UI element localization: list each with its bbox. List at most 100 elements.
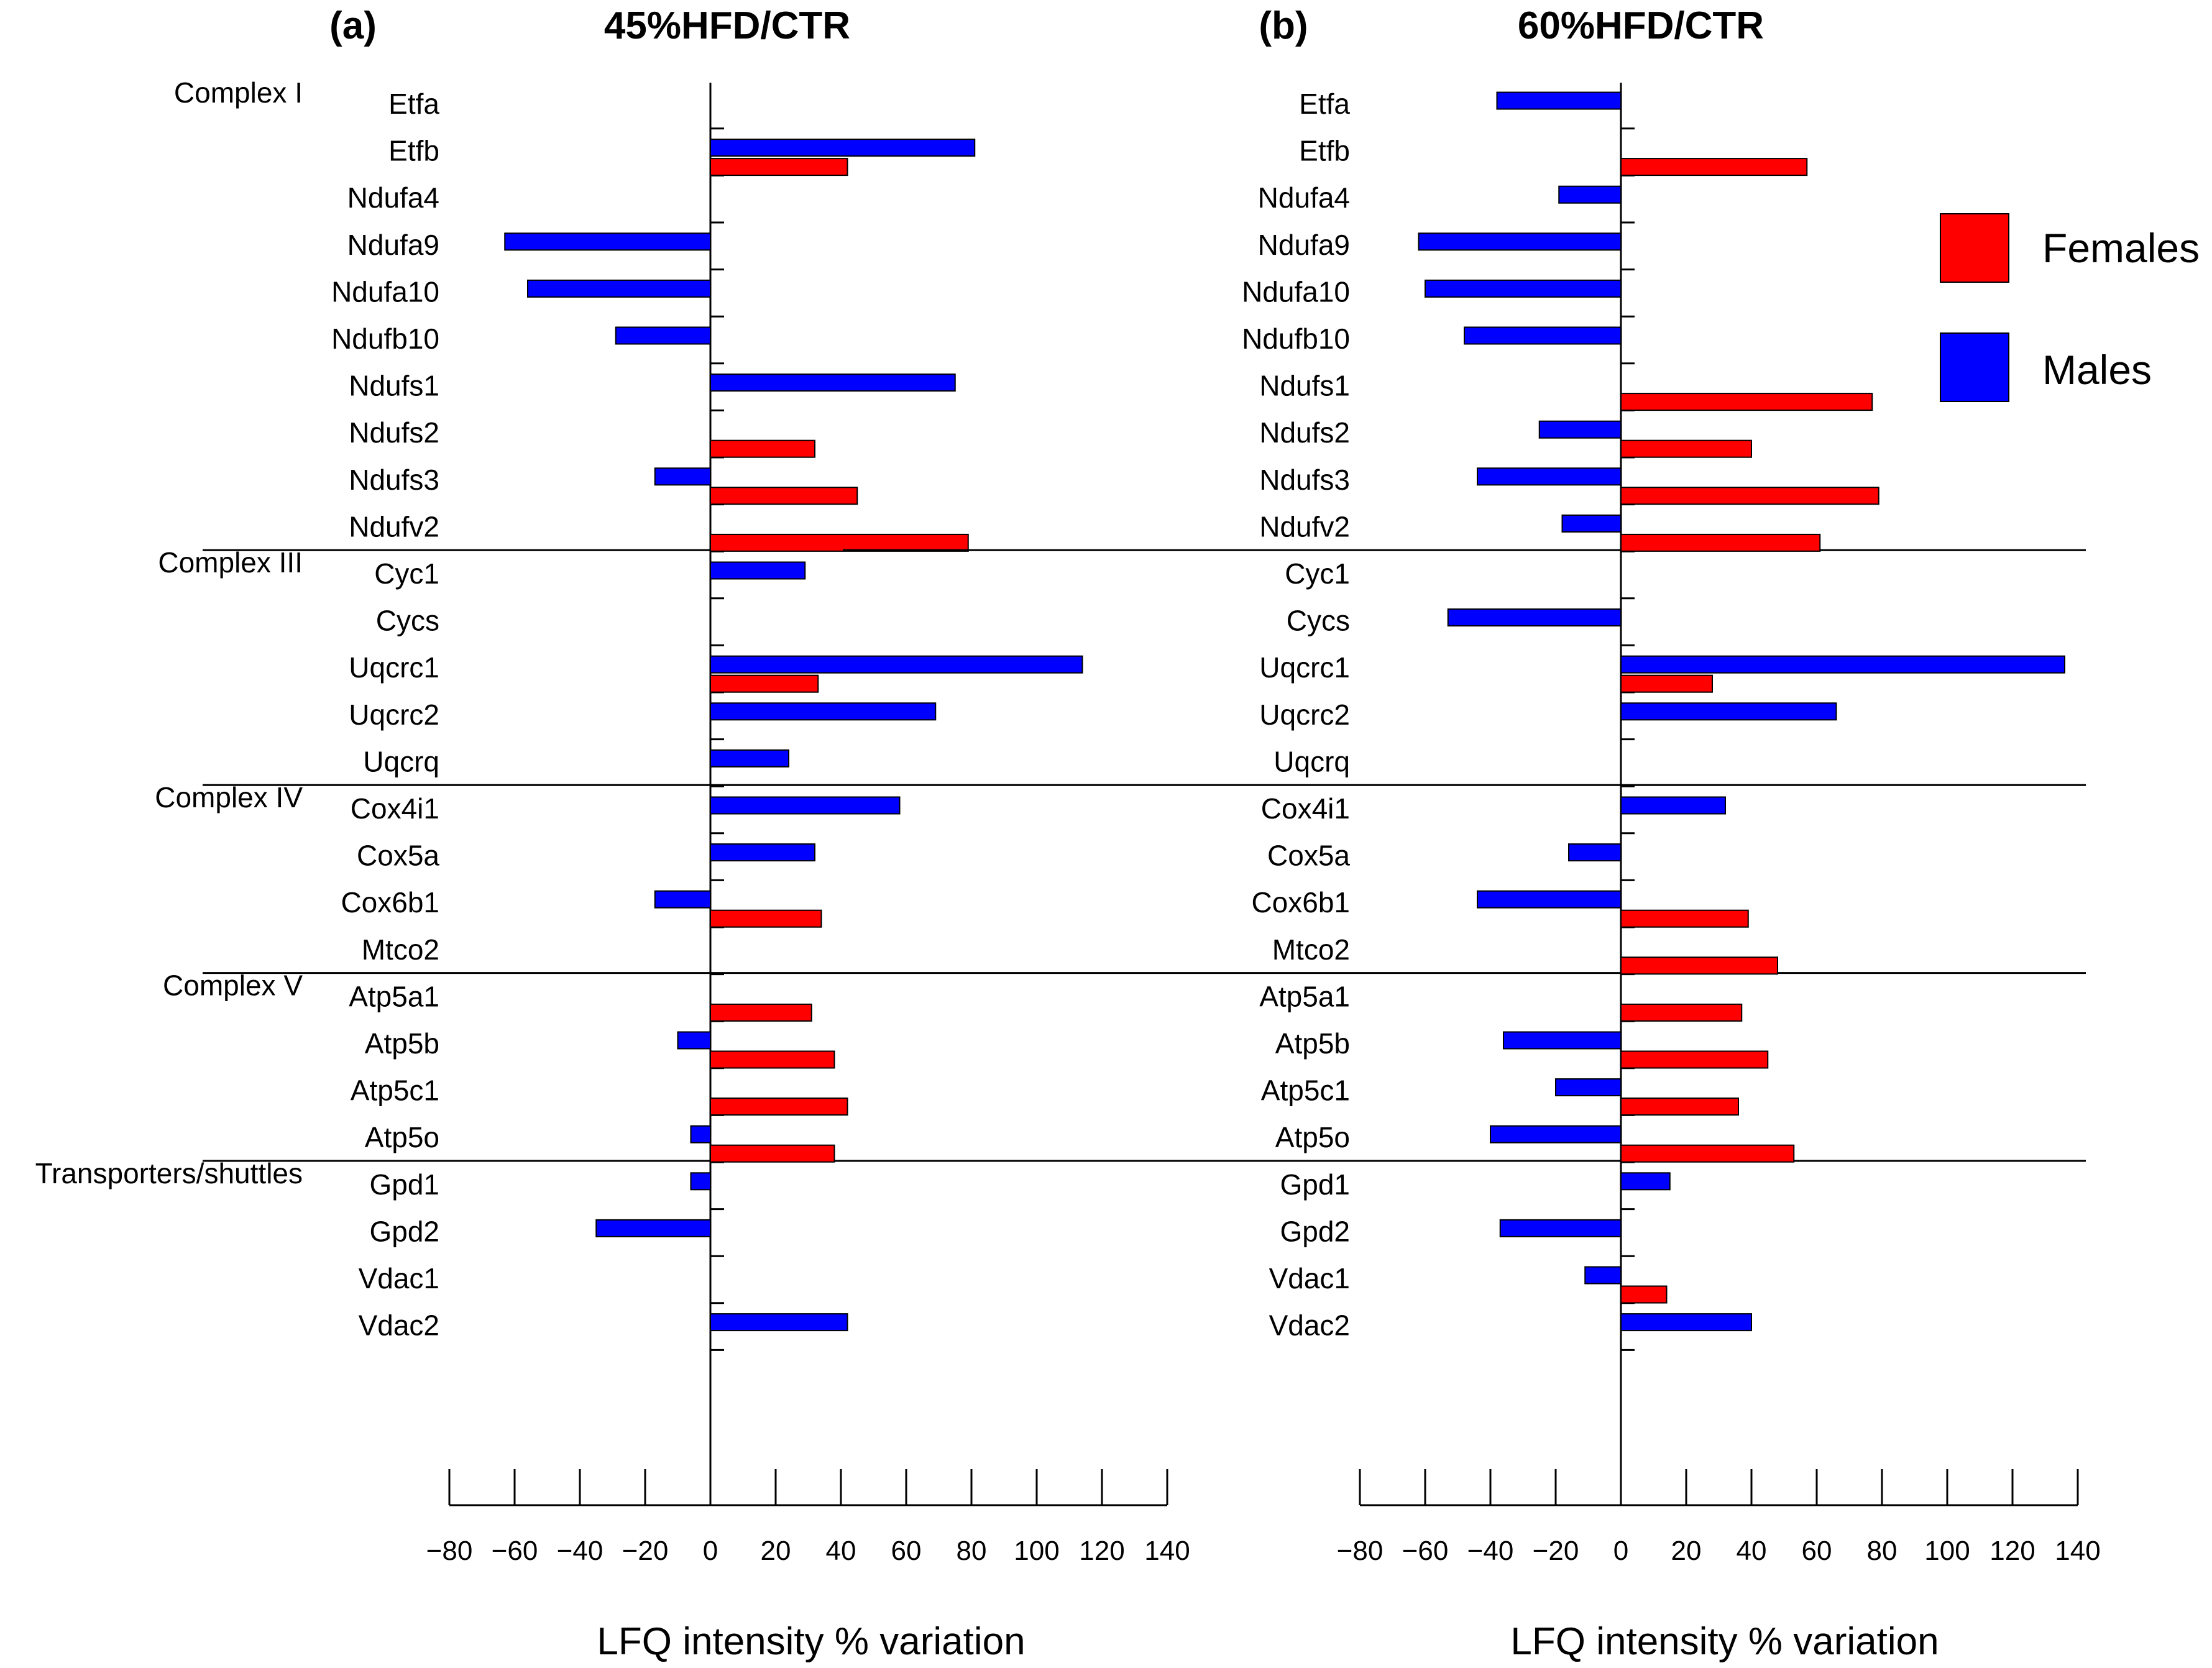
- gene-label: Cox5a: [1267, 840, 1350, 872]
- gene-label: Cox5a: [357, 840, 439, 872]
- gene-label: Uqcrc2: [349, 699, 439, 731]
- gene-label: Cox4i1: [351, 792, 439, 825]
- gene-label: Ndufa9: [1258, 229, 1350, 261]
- bar-males-ndufs2: [1538, 420, 1622, 439]
- bar-females-cox6b1: [1620, 909, 1749, 928]
- gene-label: Cox6b1: [341, 886, 439, 919]
- bar-males-atp5o: [1490, 1125, 1622, 1143]
- group-label: Complex I: [174, 76, 303, 109]
- bar-males-ndufa10: [527, 279, 711, 298]
- bar-males-uqcrc2: [1620, 702, 1837, 721]
- gene-label: Gpd2: [369, 1215, 439, 1247]
- gene-label: Etfb: [1299, 135, 1350, 167]
- bar-males-vdac1: [1584, 1266, 1622, 1285]
- bar-males-vdac2: [710, 1313, 848, 1332]
- gene-label: Uqcrc1: [349, 651, 439, 684]
- x-tick-label: 140: [1144, 1536, 1190, 1566]
- bar-females-atp5c1: [1620, 1097, 1739, 1116]
- panel-a: (a) 45%HFD/CTR LFQ intensity % variation…: [35, 4, 1190, 1663]
- bar-males-uqcrc2: [710, 702, 937, 721]
- bar-males-atp5b: [677, 1031, 711, 1050]
- bar-males-ndufs3: [654, 467, 711, 486]
- legend-label-females: Females: [2042, 225, 2200, 271]
- x-tick-label: −60: [492, 1536, 538, 1566]
- bar-males-ndufb10: [1464, 326, 1622, 345]
- gene-label: Etfb: [388, 135, 439, 167]
- bar-males-cox4i1: [1620, 796, 1726, 815]
- x-tick-label: 140: [2055, 1536, 2100, 1566]
- bar-females-atp5o: [710, 1144, 835, 1163]
- gene-label: Cox6b1: [1251, 886, 1350, 919]
- bar-females-ndufs1: [1620, 393, 1873, 411]
- gene-label: Uqcrq: [363, 745, 439, 777]
- bar-males-etfb: [710, 139, 976, 157]
- bar-males-gpd2: [1499, 1219, 1622, 1237]
- bar-females-atp5o: [1620, 1144, 1795, 1163]
- bar-males-uqcrc1: [710, 655, 1083, 674]
- gene-label: Etfa: [1299, 88, 1350, 120]
- gene-label: Ndufa4: [347, 181, 439, 214]
- gene-label: Ndufa9: [347, 229, 439, 261]
- gene-label: Gpd2: [1280, 1215, 1350, 1247]
- legend: Females Males: [1940, 213, 2200, 402]
- bar-males-ndufb10: [615, 326, 711, 345]
- bar-females-etfb: [1620, 158, 1808, 176]
- gene-label: Atp5a1: [349, 980, 439, 1012]
- bar-females-uqcrc1: [1620, 674, 1713, 693]
- bar-males-ndufv2: [1561, 514, 1622, 533]
- bar-females-atp5a1: [1620, 1003, 1743, 1022]
- bar-females-atp5c1: [710, 1097, 848, 1116]
- bar-females-atp5b: [1620, 1050, 1769, 1069]
- gene-label: Gpd1: [369, 1168, 439, 1201]
- gene-label: Vdac2: [1269, 1309, 1350, 1342]
- x-tick-label: −20: [622, 1536, 669, 1566]
- group-label: Complex V: [163, 969, 303, 1001]
- gene-label: Vdac1: [359, 1262, 439, 1295]
- gene-label: Ndufb10: [331, 323, 439, 355]
- x-tick-label: 60: [1802, 1536, 1832, 1566]
- x-tick-label: −40: [1467, 1536, 1514, 1566]
- bar-males-gpd1: [690, 1172, 711, 1191]
- bar-males-cox6b1: [1477, 890, 1622, 909]
- x-tick-label: −80: [426, 1536, 473, 1566]
- gene-label: Atp5a1: [1259, 980, 1350, 1012]
- bar-females-ndufs3: [710, 487, 858, 505]
- gene-label: Ndufs2: [1259, 416, 1350, 449]
- gene-label: Ndufb10: [1242, 323, 1350, 355]
- gene-label: Atp5b: [365, 1027, 439, 1060]
- bar-males-ndufs1: [710, 373, 956, 392]
- x-tick-label: 40: [1737, 1536, 1767, 1566]
- x-tick-label: 60: [891, 1536, 922, 1566]
- gene-label: Etfa: [388, 88, 439, 120]
- bar-females-ndufv2: [1620, 533, 1821, 552]
- panel-b-label: (b): [1259, 4, 1308, 47]
- gene-label: Ndufs1: [349, 370, 439, 402]
- bar-females-cox6b1: [710, 909, 822, 928]
- panel-a-label: (a): [329, 4, 377, 47]
- x-tick-label: −80: [1337, 1536, 1384, 1566]
- legend-swatch-females: [1940, 213, 2009, 283]
- bar-males-cox6b1: [654, 890, 711, 909]
- gene-label: Ndufs1: [1259, 370, 1350, 402]
- x-tick-label: 20: [761, 1536, 791, 1566]
- bar-females-ndufs2: [710, 439, 815, 458]
- gene-label: Vdac1: [1269, 1262, 1350, 1295]
- bar-females-ndufv2: [710, 533, 969, 552]
- gene-label: Mtco2: [362, 933, 439, 966]
- bar-females-ndufs3: [1620, 487, 1879, 505]
- gene-label: Vdac2: [359, 1309, 439, 1342]
- bar-males-atp5b: [1503, 1031, 1622, 1050]
- bar-males-cox5a: [710, 843, 815, 862]
- panel-a-x-axis-label: LFQ intensity % variation: [597, 1620, 1025, 1663]
- legend-swatch-males: [1940, 332, 2009, 402]
- gene-label: Cycs: [1287, 605, 1350, 637]
- gene-label: Ndufs3: [1259, 464, 1350, 496]
- bar-males-ndufa9: [504, 232, 711, 251]
- gene-label: Ndufa10: [1242, 275, 1350, 308]
- bar-males-atp5o: [690, 1125, 711, 1143]
- bar-females-vdac1: [1620, 1285, 1668, 1304]
- bar-females-atp5b: [710, 1050, 835, 1069]
- x-tick-label: 0: [1613, 1536, 1628, 1566]
- group-label: Complex IV: [155, 781, 303, 813]
- bar-males-atp5c1: [1555, 1078, 1622, 1097]
